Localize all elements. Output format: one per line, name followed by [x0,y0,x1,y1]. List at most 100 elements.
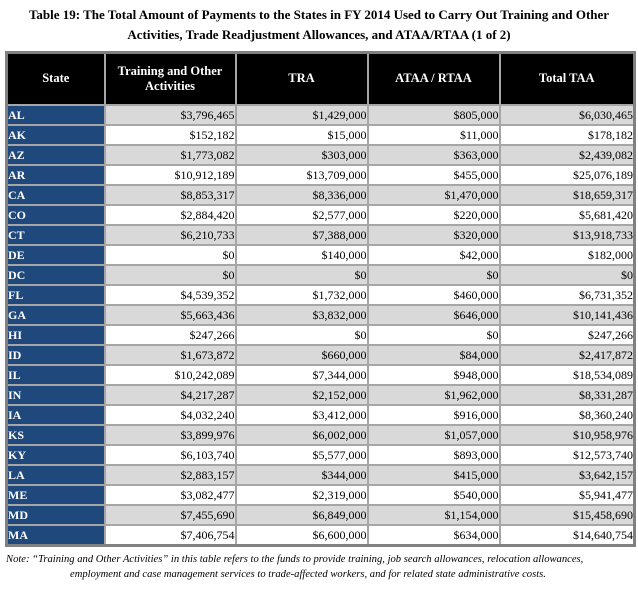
table-row: GA $5,663,436 $3,832,000 $646,000 $10,141,43… [5,304,636,327]
value-cell: $140,000 [234,244,369,267]
value-cell: $5,681,420 [498,204,636,227]
value-cell: $948,000 [366,364,501,387]
value-cell: $12,573,740 [498,444,636,467]
state-cell: CA [5,184,106,207]
table-body: AL $3,796,465 $1,429,000 $805,000 $6,030,465… [5,104,636,547]
value-cell: $805,000 [366,104,501,127]
state-cell: ME [5,484,106,507]
table-row: CT $6,210,733 $7,388,000 $320,000 $13,918,73… [5,224,636,247]
state-cell: AR [5,164,106,187]
value-cell: $18,659,317 [498,184,636,207]
state-cell: IN [5,384,106,407]
state-cell: FL [5,284,106,307]
value-cell: $6,030,465 [498,104,636,127]
table-row: IN $4,217,287 $2,152,000 $1,962,000 $8,331,2… [5,384,636,407]
value-cell: $8,336,000 [234,184,369,207]
table-header: State Training and Other Activities TRA ATA… [5,51,636,107]
value-cell: $2,883,157 [103,464,237,487]
value-cell: $15,000 [234,124,369,147]
value-cell: $634,000 [366,524,501,547]
state-cell: GA [5,304,106,327]
value-cell: $4,217,287 [103,384,237,407]
value-cell: $893,000 [366,444,501,467]
value-cell: $1,470,000 [366,184,501,207]
value-cell: $8,360,240 [498,404,636,427]
state-cell: IA [5,404,106,427]
value-cell: $415,000 [366,464,501,487]
value-cell: $4,032,240 [103,404,237,427]
value-cell: $1,429,000 [234,104,369,127]
value-cell: $6,849,000 [234,504,369,527]
table-row: KY $6,103,740 $5,577,000 $893,000 $12,573,74… [5,444,636,467]
value-cell: $5,663,436 [103,304,237,327]
value-cell: $3,796,465 [103,104,237,127]
value-cell: $8,853,317 [103,184,237,207]
value-cell: $5,941,477 [498,484,636,507]
table-footnote: Note: “Training and Other Activities” in… [6,554,584,581]
value-cell: $8,331,287 [498,384,636,407]
value-cell: $646,000 [366,304,501,327]
value-cell: $1,154,000 [366,504,501,527]
value-cell: $220,000 [366,204,501,227]
table-row: AL $3,796,465 $1,429,000 $805,000 $6,030,465 [5,104,636,127]
value-cell: $2,319,000 [234,484,369,507]
value-cell: $0 [366,324,501,347]
column-header-training-and-other-activities: Training and Other Activities [103,51,237,107]
value-cell: $13,918,733 [498,224,636,247]
value-cell: $460,000 [366,284,501,307]
value-cell: $2,884,420 [103,204,237,227]
value-cell: $15,458,690 [498,504,636,527]
value-cell: $1,732,000 [234,284,369,307]
value-cell: $5,577,000 [234,444,369,467]
value-cell: $7,388,000 [234,224,369,247]
value-cell: $3,642,157 [498,464,636,487]
value-cell: $7,344,000 [234,364,369,387]
value-cell: $18,534,089 [498,364,636,387]
value-cell: $6,103,740 [103,444,237,467]
value-cell: $6,210,733 [103,224,237,247]
table-row: ID $1,673,872 $660,000 $84,000 $2,417,872 [5,344,636,367]
document-page: Table 19: The Total Amount of Payments t… [0,5,638,595]
state-cell: HI [5,324,106,347]
value-cell: $25,076,189 [498,164,636,187]
value-cell: $11,000 [366,124,501,147]
value-cell: $455,000 [366,164,501,187]
state-cell: LA [5,464,106,487]
state-cell: MD [5,504,106,527]
value-cell: $916,000 [366,404,501,427]
value-cell: $6,600,000 [234,524,369,547]
value-cell: $10,242,089 [103,364,237,387]
value-cell: $2,577,000 [234,204,369,227]
value-cell: $0 [234,324,369,347]
value-cell: $303,000 [234,144,369,167]
table-row: CA $8,853,317 $8,336,000 $1,470,000 $18,659,… [5,184,636,207]
column-header-state: State [5,51,106,107]
table-row: MD $7,455,690 $6,849,000 $1,154,000 $15,458,… [5,504,636,527]
table-row: HI $247,266 $0 $0 $247,266 [5,324,636,347]
state-cell: AK [5,124,106,147]
table-row: DE $0 $140,000 $42,000 $182,000 [5,244,636,267]
value-cell: $3,899,976 [103,424,237,447]
payments-table: State Training and Other Activities TRA ATA… [5,51,636,548]
state-cell: DC [5,264,106,287]
state-cell: ID [5,344,106,367]
table-row: IA $4,032,240 $3,412,000 $916,000 $8,360,240 [5,404,636,427]
state-cell: MA [5,524,106,547]
value-cell: $84,000 [366,344,501,367]
value-cell: $10,141,436 [498,304,636,327]
state-cell: KY [5,444,106,467]
value-cell: $182,000 [498,244,636,267]
value-cell: $10,912,189 [103,164,237,187]
state-cell: IL [5,364,106,387]
value-cell: $3,412,000 [234,404,369,427]
value-cell: $2,152,000 [234,384,369,407]
value-cell: $42,000 [366,244,501,267]
value-cell: $6,731,352 [498,284,636,307]
state-cell: CO [5,204,106,227]
value-cell: $3,832,000 [234,304,369,327]
value-cell: $363,000 [366,144,501,167]
table-row: FL $4,539,352 $1,732,000 $460,000 $6,731,352 [5,284,636,307]
column-header-ataa-rtaa: ATAA / RTAA [366,51,501,107]
table-title: Table 19: The Total Amount of Payments t… [28,7,610,43]
table-row: CO $2,884,420 $2,577,000 $220,000 $5,681,420 [5,204,636,227]
